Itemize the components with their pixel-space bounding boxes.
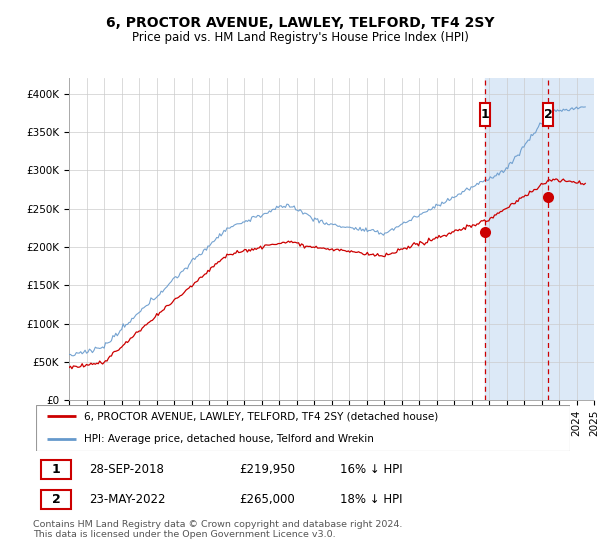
Bar [485,78,600,400]
Text: HPI: Average price, detached house, Telford and Wrekin: HPI: Average price, detached house, Telf… [84,435,374,444]
Text: 23-MAY-2022: 23-MAY-2022 [89,493,166,506]
Text: Price paid vs. HM Land Registry's House Price Index (HPI): Price paid vs. HM Land Registry's House … [131,31,469,44]
Text: £219,950: £219,950 [239,463,295,476]
Text: 2: 2 [544,108,553,121]
Text: 2: 2 [52,493,61,506]
FancyBboxPatch shape [543,103,553,126]
Text: 1: 1 [52,463,61,476]
Text: 16% ↓ HPI: 16% ↓ HPI [340,463,403,476]
Text: 1: 1 [480,108,489,121]
Text: 18% ↓ HPI: 18% ↓ HPI [340,493,403,506]
Text: 6, PROCTOR AVENUE, LAWLEY, TELFORD, TF4 2SY: 6, PROCTOR AVENUE, LAWLEY, TELFORD, TF4 … [106,16,494,30]
FancyBboxPatch shape [480,103,490,126]
Text: Contains HM Land Registry data © Crown copyright and database right 2024.
This d: Contains HM Land Registry data © Crown c… [33,520,403,539]
FancyBboxPatch shape [41,460,71,479]
Text: 28-SEP-2018: 28-SEP-2018 [89,463,164,476]
FancyBboxPatch shape [41,490,71,509]
Text: £265,000: £265,000 [239,493,295,506]
Text: 6, PROCTOR AVENUE, LAWLEY, TELFORD, TF4 2SY (detached house): 6, PROCTOR AVENUE, LAWLEY, TELFORD, TF4 … [84,412,439,421]
